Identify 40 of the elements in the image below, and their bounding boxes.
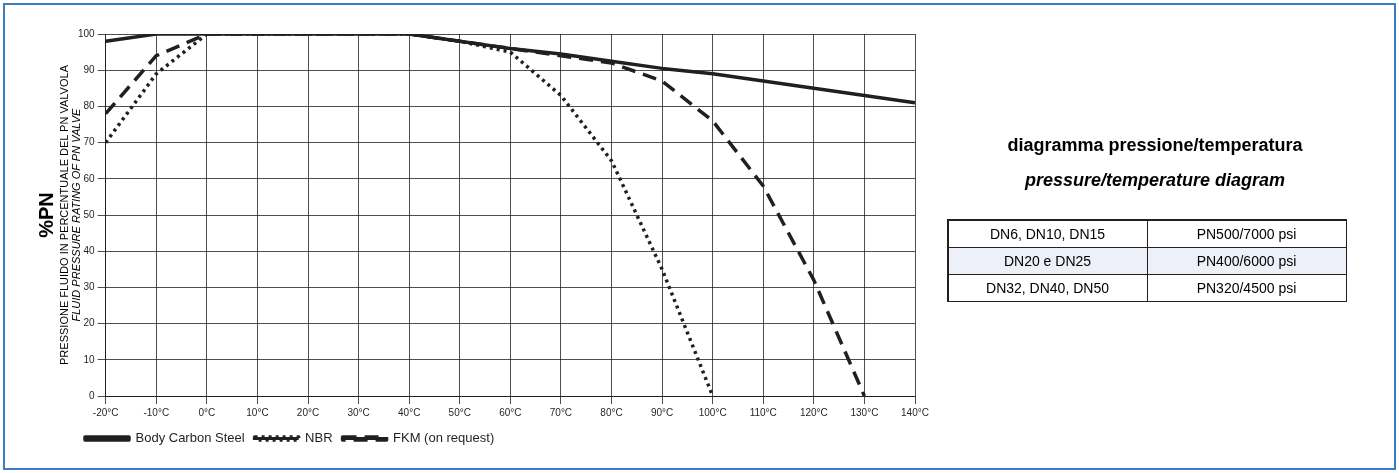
x-tick-label: 0°C	[198, 406, 216, 418]
x-tick-label: 20°C	[296, 406, 320, 418]
x-tick-label: 70°C	[549, 406, 573, 418]
x-tick-label: 130°C	[850, 406, 879, 418]
x-tick-label: 90°C	[650, 406, 674, 418]
x-tick-label: -20°C	[92, 406, 119, 418]
text: DN6, DN10, DN15	[947, 219, 1148, 248]
y-tick-label: 100	[78, 27, 96, 39]
y-tick-label: 80	[83, 100, 96, 112]
text: PN320/4500 psi	[1146, 273, 1347, 302]
x-tick-label: 80°C	[600, 406, 623, 418]
text: DN32, DN40, DN50	[947, 273, 1148, 302]
legend-label: NBR	[305, 430, 333, 446]
x-tick-label: 60°C	[499, 406, 522, 418]
x-tick-label: 50°C	[448, 406, 471, 418]
x-tick-label: 100°C	[698, 406, 727, 418]
text: PN500/7000 psi	[1146, 219, 1347, 248]
x-tick-label: 140°C	[901, 406, 929, 418]
y-tick-label: 50	[83, 208, 96, 220]
y-tick-label: 30	[83, 281, 96, 293]
text: PN400/6000 psi	[1146, 246, 1347, 275]
x-tick-label: 40°C	[398, 406, 421, 418]
y-tick-label: 20	[83, 317, 96, 329]
y-tick-label: 40	[83, 244, 96, 256]
text: diagramma pressione/temperatura	[1006, 135, 1304, 156]
y-tick-label: 70	[83, 136, 96, 148]
y-tick-label: 10	[83, 353, 96, 365]
y-tick-label: 90	[83, 63, 96, 75]
x-tick-label: 110°C	[749, 406, 777, 418]
x-tick-label: 10°C	[246, 406, 269, 418]
legend-label: FKM (on request)	[393, 430, 495, 446]
y-axis-title: %PN PRESSIONE FLUIDO IN PERCENTUALE DEL PN VALVOLA FLUID PRESSURE RATING OF PN VALVE	[34, 65, 82, 365]
y-tick-label: 60	[83, 172, 96, 184]
y-tick-label: 0	[89, 389, 96, 401]
x-tick-label: -10°C	[143, 406, 170, 418]
text: pressure/temperature diagram	[1023, 170, 1287, 191]
legend-label: Body Carbon Steel	[135, 430, 245, 446]
text: DN20 e DN25	[947, 246, 1148, 275]
x-tick-label: 30°C	[347, 406, 370, 418]
x-tick-label: 120°C	[799, 406, 828, 418]
